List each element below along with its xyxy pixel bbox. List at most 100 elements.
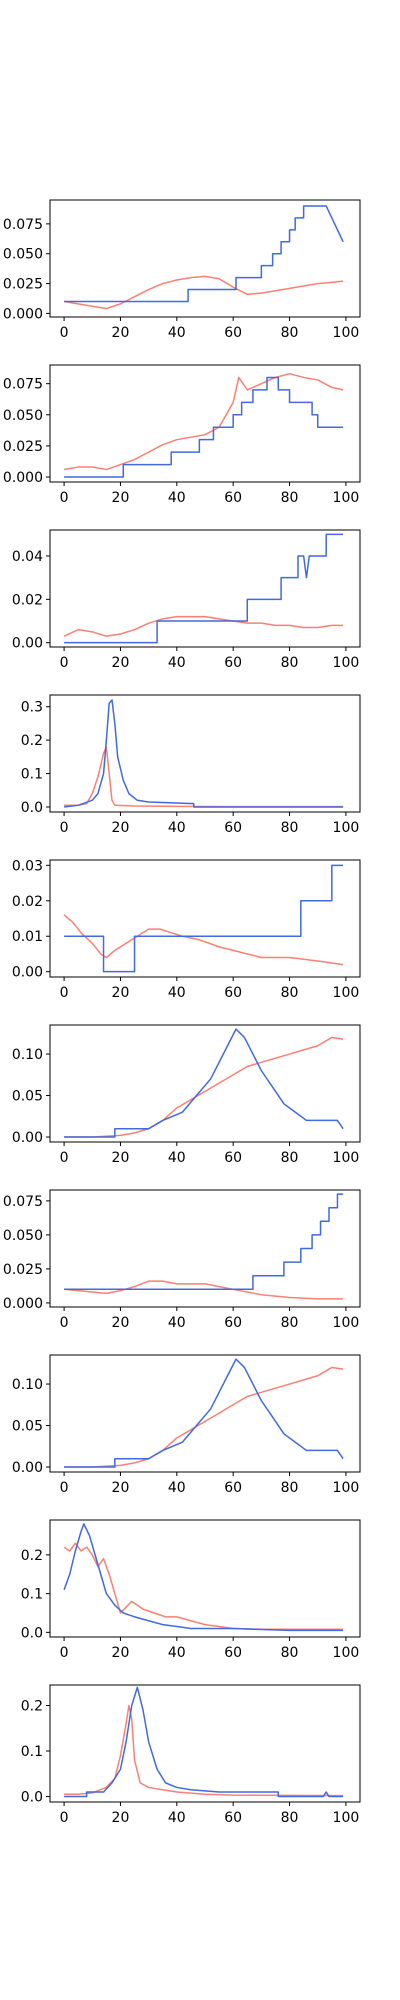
y-tick-label: 0.04 [12,549,43,565]
y-tick-label: 0.000 [3,306,43,322]
panel-2: 0 20 40 60 80 100 0.000 0.025 0.050 0.075 [3,364,361,506]
x-tick-label: 0 [60,985,69,1001]
y-tick-label: 0.00 [12,965,43,981]
x-tick-label: 20 [112,655,130,671]
x-tick-label: 100 [333,1645,360,1661]
x-tick-label: 40 [168,1315,186,1331]
y-tick-label: 0.0 [21,800,43,816]
y-tick-label: 0.2 [21,1698,43,1714]
y-tick-label: 0.0 [21,1790,43,1806]
x-tick-label: 60 [224,490,242,506]
y-tick-label: 0.025 [3,1262,43,1278]
x-tick-label: 60 [224,1645,242,1661]
series-line-1 [64,1704,344,1797]
x-tick-label: 20 [112,1645,130,1661]
series-line-2 [64,376,344,478]
plot-frame [49,199,361,318]
x-tick-label: 0 [60,1150,69,1166]
x-tick-label: 20 [112,820,130,836]
x-tick-label: 20 [112,1315,130,1331]
y-tick-label: 0.05 [12,1419,43,1435]
series-line-2 [63,1523,344,1632]
x-tick-label: 60 [224,1315,242,1331]
x-tick-label: 40 [168,820,186,836]
x-tick-label: 100 [333,1480,360,1496]
y-tick-label: 0.2 [21,1548,43,1564]
y-tick-label: 0.2 [21,733,43,749]
y-tick-label: 0.00 [12,636,43,652]
x-tick-label: 80 [281,1150,299,1166]
panel-3: 0 20 40 60 80 100 0.00 0.02 0.04 [12,529,361,671]
x-tick-label: 60 [224,985,242,1001]
y-tick-label: 0.00 [12,1130,43,1146]
x-tick-label: 100 [333,1150,360,1166]
x-tick-label: 100 [333,820,360,836]
x-tick-label: 20 [112,1810,130,1826]
series-line-1 [64,746,344,808]
series-line-2 [64,1358,344,1468]
y-tick-label: 0.025 [3,439,43,455]
series-line-1 [64,1280,344,1300]
x-tick-label: 100 [333,490,360,506]
y-tick-label: 0.0 [21,1625,43,1641]
x-tick-label: 100 [333,1810,360,1826]
x-tick-label: 0 [60,655,69,671]
panel-1: 0 20 40 60 80 100 0.000 0.025 0.050 0.075 [3,199,361,341]
x-tick-label: 0 [60,490,69,506]
x-tick-label: 80 [281,1480,299,1496]
series-line-2 [64,864,344,973]
series-line-2 [64,699,344,808]
x-tick-label: 20 [112,1150,130,1166]
series-line-2 [64,1193,344,1291]
x-tick-label: 80 [281,490,299,506]
y-tick-label: 0.025 [3,277,43,293]
panel-10: 0 20 40 60 80 100 0.0 0.1 0.2 [21,1684,361,1826]
y-tick-label: 0.050 [3,1228,43,1244]
plot-frame [49,529,361,648]
y-tick-label: 0.000 [3,470,43,486]
x-tick-label: 60 [224,655,242,671]
series-line-2 [64,1028,344,1138]
y-tick-label: 0.01 [12,929,43,945]
y-tick-label: 0.050 [3,408,43,424]
x-tick-label: 100 [333,655,360,671]
panel-6: 0 20 40 60 80 100 0.00 0.05 0.10 [12,1024,361,1166]
series-line-1 [63,372,344,471]
panel-4: 0 20 40 60 80 100 0.0 0.1 0.2 0.3 [21,694,361,836]
x-tick-label: 20 [112,1480,130,1496]
x-tick-label: 60 [224,325,242,341]
x-tick-label: 60 [224,1480,242,1496]
x-tick-label: 0 [60,1480,69,1496]
plot-frame [49,1354,361,1473]
plot-frame [49,364,361,483]
y-tick-label: 0.000 [3,1296,43,1312]
series-line-1 [63,615,344,637]
series-line-1 [63,914,344,966]
series-line-1 [63,1542,344,1630]
x-tick-label: 40 [168,1810,186,1826]
y-tick-label: 0.1 [21,1587,43,1603]
panel-8: 0 20 40 60 80 100 0.00 0.05 0.10 [12,1354,361,1496]
y-tick-label: 0.02 [12,894,43,910]
x-tick-label: 0 [60,1315,69,1331]
plot-frame [49,694,361,813]
x-tick-label: 80 [281,655,299,671]
series-line-1 [64,1366,344,1468]
x-tick-label: 40 [168,655,186,671]
x-tick-label: 80 [281,985,299,1001]
y-tick-label: 0.075 [3,217,43,233]
y-tick-label: 0.03 [12,858,43,874]
series-line-2 [64,1686,344,1798]
x-tick-label: 80 [281,1645,299,1661]
x-tick-label: 0 [60,1810,69,1826]
y-tick-label: 0.075 [3,377,43,393]
y-tick-label: 0.1 [21,767,43,783]
y-tick-label: 0.1 [21,1744,43,1760]
series-line-2 [64,205,344,303]
x-tick-label: 60 [224,1810,242,1826]
x-tick-label: 40 [168,1150,186,1166]
panel-5: 0 20 40 60 80 100 0.00 0.01 0.02 0.03 [12,858,361,1001]
y-tick-label: 0.02 [12,592,43,608]
x-tick-label: 80 [281,1810,299,1826]
